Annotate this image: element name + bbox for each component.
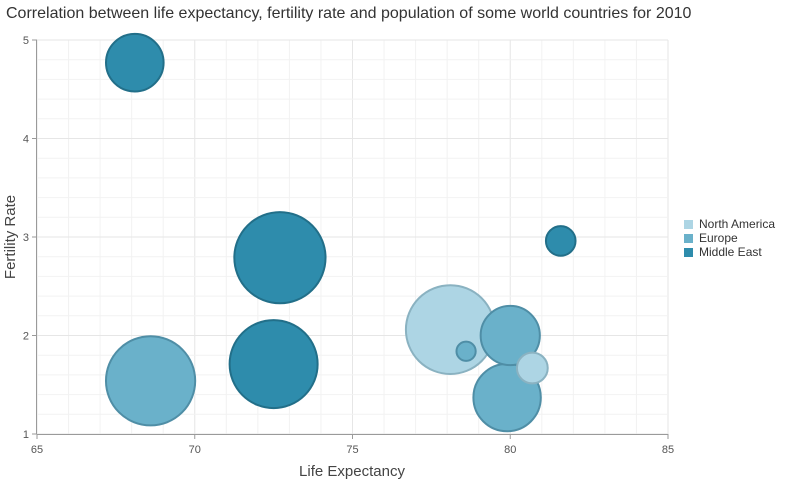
y-tick-label: 3 xyxy=(23,232,29,244)
bubble-middle-east[interactable] xyxy=(105,32,165,93)
tick-labels: 65 70 75 80 85 1 2 3 4 5 xyxy=(23,35,674,456)
legend-label-europe: Europe xyxy=(699,231,738,245)
bubble-europe[interactable] xyxy=(104,335,197,427)
x-tick-label: 75 xyxy=(346,444,358,456)
legend-swatch-north-america xyxy=(684,219,693,229)
bubble-middle-east[interactable] xyxy=(544,225,577,257)
y-tick-label: 5 xyxy=(23,35,29,47)
legend-label-north-america: North America xyxy=(699,217,776,231)
bubble-middle-east[interactable] xyxy=(228,319,319,410)
x-tick-label: 70 xyxy=(189,444,201,456)
chart-title: Correlation between life expectancy, fer… xyxy=(6,5,692,22)
bubble-middle-east[interactable] xyxy=(233,211,327,305)
legend-swatch-europe xyxy=(684,233,693,243)
x-tick-label: 85 xyxy=(662,444,674,456)
x-axis-title: Life Expectancy xyxy=(299,463,405,480)
legend-item-north-america[interactable]: North America xyxy=(684,217,775,231)
y-tick-label: 2 xyxy=(23,331,29,343)
y-tick-label: 1 xyxy=(23,429,29,441)
y-tick-label: 4 xyxy=(23,134,29,146)
legend: North America Europe Middle East xyxy=(684,217,775,259)
x-tick-label: 65 xyxy=(31,444,43,456)
bubbles xyxy=(104,32,577,433)
axes xyxy=(32,39,669,439)
bubble-europe[interactable] xyxy=(479,304,541,367)
y-axis-title: Fertility Rate xyxy=(2,195,19,279)
x-tick-label: 80 xyxy=(504,444,516,456)
legend-item-europe[interactable]: Europe xyxy=(684,231,775,245)
bubble-north-america[interactable] xyxy=(515,351,549,385)
legend-item-middle-east[interactable]: Middle East xyxy=(684,245,775,259)
bubble-europe[interactable] xyxy=(455,340,477,362)
legend-swatch-middle-east xyxy=(684,247,693,257)
legend-label-middle-east: Middle East xyxy=(699,245,762,259)
